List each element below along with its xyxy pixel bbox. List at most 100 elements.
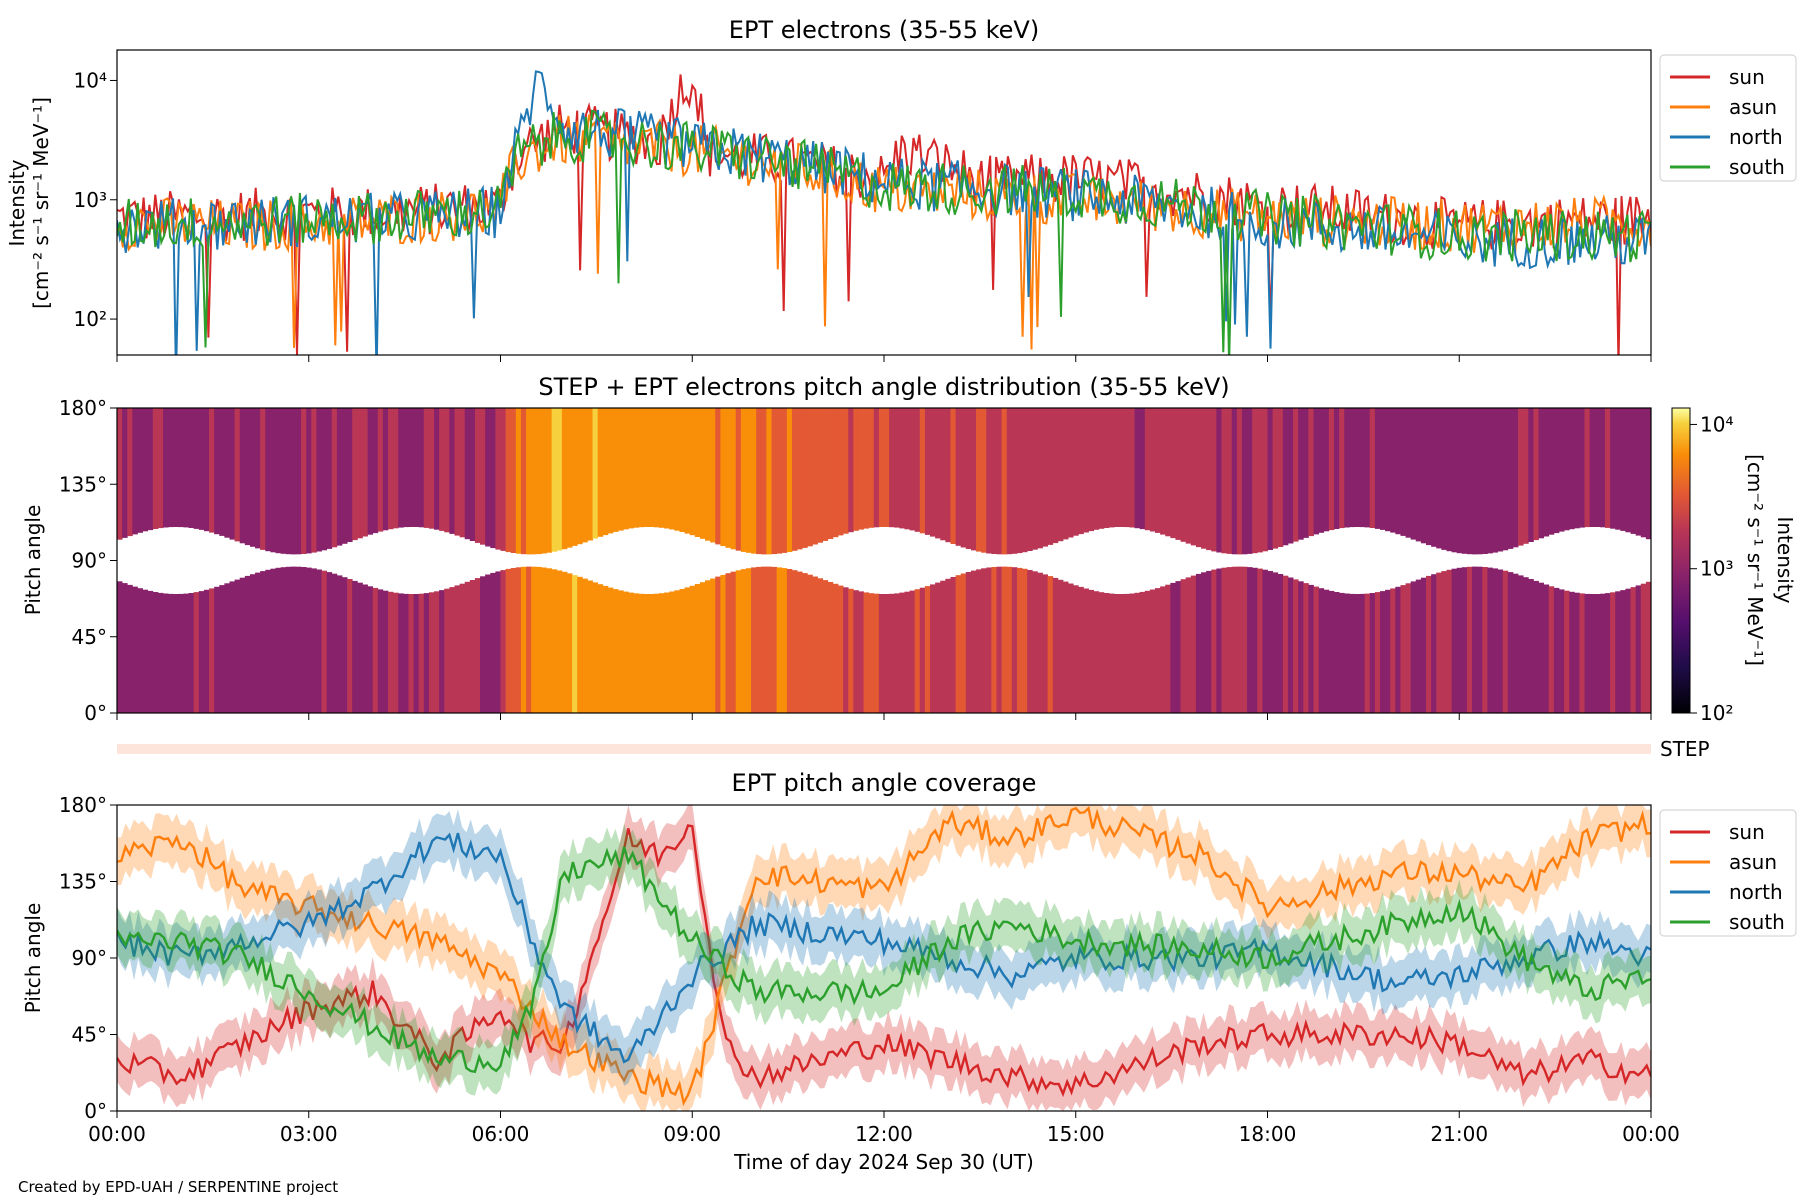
- heatmap-cell: [766, 566, 772, 713]
- heatmap-cell: [1139, 591, 1146, 713]
- heatmap-cell: [659, 408, 665, 528]
- heatmap-cell: [1344, 408, 1350, 528]
- heatmap-cell: [1640, 408, 1647, 538]
- heatmap-cell: [541, 408, 547, 554]
- heatmap-cell: [1589, 594, 1596, 713]
- coverage-line-sun: [117, 824, 1651, 1098]
- heatmap-cell: [1298, 581, 1304, 713]
- heatmap-cell: [541, 567, 547, 713]
- heatmap-cell: [587, 408, 593, 541]
- heatmap-cell: [648, 594, 655, 713]
- heatmap-cell: [1461, 408, 1468, 554]
- coverage-band-asun: [117, 805, 1651, 1111]
- ytick-label: 10³: [74, 188, 107, 212]
- x-axis-label: Time of day 2024 Sep 30 (UT): [733, 1150, 1034, 1174]
- heatmap-cell: [178, 593, 184, 713]
- heatmap-cell: [1451, 408, 1458, 553]
- heatmap-cell: [1211, 569, 1217, 713]
- heatmap-cell: [1564, 408, 1570, 531]
- heatmap-cell: [602, 408, 609, 536]
- heatmap-cell: [1584, 408, 1591, 528]
- heatmap-cell: [188, 593, 195, 713]
- heatmap-cell: [1098, 408, 1105, 529]
- colorbar-label-line1: Intensity: [1773, 516, 1797, 603]
- heatmap-cell: [1579, 593, 1585, 713]
- heatmap-cell: [955, 575, 962, 713]
- heatmap-cell: [1446, 569, 1452, 713]
- heatmap-cell: [1282, 575, 1289, 713]
- heatmap-cell: [797, 408, 803, 550]
- heatmap-cell: [561, 571, 568, 713]
- heatmap-cell: [459, 408, 466, 538]
- heatmap-cell: [643, 594, 650, 713]
- heatmap-cell: [1293, 579, 1299, 713]
- heatmap-cell: [1645, 408, 1651, 540]
- heatmap-cell: [1262, 569, 1268, 713]
- heatmap-cell: [1124, 593, 1130, 713]
- heatmap-cell: [894, 593, 900, 713]
- heatmap-cell: [955, 408, 962, 546]
- heatmap-cell: [408, 594, 414, 713]
- heatmap-cell: [725, 408, 731, 548]
- heatmap-cell: [1272, 408, 1279, 549]
- heatmap-cell: [142, 589, 149, 713]
- heatmap-cell: [1134, 408, 1141, 529]
- panel1-series-group: [117, 70, 1651, 355]
- heatmap-cell: [730, 408, 737, 550]
- heatmap-cell: [1523, 577, 1529, 713]
- panel3-legend: sun asun north south: [1659, 809, 1797, 937]
- heatmap-cell: [664, 592, 670, 713]
- heatmap-cell: [403, 593, 409, 713]
- heatmap-cell: [147, 408, 154, 531]
- heatmap-cell: [1344, 593, 1350, 713]
- heatmap-cell: [1507, 408, 1514, 549]
- heatmap-cell: [122, 408, 128, 538]
- heatmap-cell: [817, 578, 824, 713]
- heatmap-cell: [1144, 590, 1151, 713]
- heatmap-cell: [1022, 408, 1028, 553]
- heatmap-cell: [1502, 408, 1509, 551]
- heatmap-cell: [653, 408, 660, 528]
- heatmap-cell: [480, 576, 486, 713]
- heatmap-cell: [388, 591, 394, 713]
- heatmap-cell: [1507, 572, 1514, 713]
- heatmap-cell: [444, 588, 450, 713]
- heatmap-cell: [1221, 567, 1227, 713]
- heatmap-cell: [147, 590, 154, 713]
- heatmap-cell: [1062, 408, 1069, 540]
- heatmap-cell: [643, 408, 650, 527]
- heatmap-cell: [1027, 408, 1033, 551]
- heatmap-cell: [827, 408, 834, 539]
- heatmap-cell: [515, 408, 522, 554]
- heatmap-cell: [1359, 593, 1366, 713]
- heatmap-cell: [526, 566, 532, 713]
- heatmap-cell: [198, 408, 205, 530]
- heatmap-cell: [884, 594, 890, 713]
- heatmap-cell: [612, 408, 619, 532]
- heatmap-cell: [137, 408, 143, 533]
- heatmap-cell: [275, 408, 282, 554]
- heatmap-cell: [858, 408, 864, 530]
- heatmap-cell: [1420, 408, 1427, 544]
- colorbar-ticks: 10² 10³ 10⁴: [1690, 412, 1733, 725]
- heatmap-cell: [1400, 408, 1406, 536]
- heatmap-cell: [1139, 408, 1146, 530]
- heatmap-cell: [1185, 577, 1192, 713]
- heatmap-cell: [183, 593, 189, 713]
- heatmap-cell: [1247, 408, 1253, 554]
- heatmap-cell: [1333, 408, 1340, 529]
- heatmap-cell: [290, 566, 297, 713]
- heatmap-cell: [1282, 408, 1289, 546]
- heatmap-cell: [1114, 594, 1120, 713]
- heatmap-cell: [1385, 589, 1391, 713]
- heatmap-cell: [1369, 593, 1376, 713]
- heatmap-cell: [495, 408, 501, 550]
- heatmap-cell: [1006, 566, 1013, 713]
- heatmap-cell: [1569, 408, 1575, 530]
- heatmap-cell: [950, 577, 956, 713]
- heatmap-cell: [1001, 408, 1008, 555]
- heatmap-cell: [173, 408, 179, 527]
- panel2-xticks: [116, 713, 1652, 720]
- heatmap-cell: [945, 408, 951, 543]
- heatmap-cell: [566, 408, 573, 548]
